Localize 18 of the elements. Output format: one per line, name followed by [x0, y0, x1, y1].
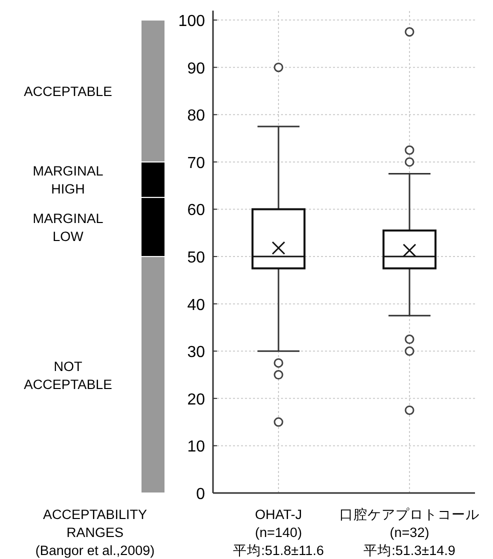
- y-tick-label: 70: [187, 154, 206, 172]
- y-tick-label: 10: [187, 438, 206, 456]
- y-tick-label: 40: [187, 296, 206, 314]
- x-tick-label: 口腔ケアプロトコール (n=32) 平均:51.3±14.9: [340, 507, 480, 558]
- y-tick-label: 100: [178, 13, 206, 30]
- y-tick-label: 80: [187, 108, 206, 125]
- x-tick-label: OHAT-J (n=140) 平均:51.8±11.6: [233, 507, 324, 558]
- y-tick-label: 60: [187, 202, 206, 220]
- text: NOT ACCEPTABLE: [24, 358, 112, 392]
- y-tick-label: 90: [187, 60, 206, 78]
- text: MARGINAL HIGH: [32, 164, 104, 197]
- text: ACCEPTABLE: [24, 84, 112, 99]
- y-tick-label: 20: [187, 391, 206, 408]
- y-tick-label: 50: [187, 250, 206, 267]
- y-tick-label: 30: [187, 344, 206, 362]
- x-axis-title: ACCEPTABILITY RANGES (Bangor et al.,2009): [35, 507, 155, 558]
- text: MARGINAL LOW: [32, 210, 104, 244]
- y-tick-label: 0: [196, 486, 206, 503]
